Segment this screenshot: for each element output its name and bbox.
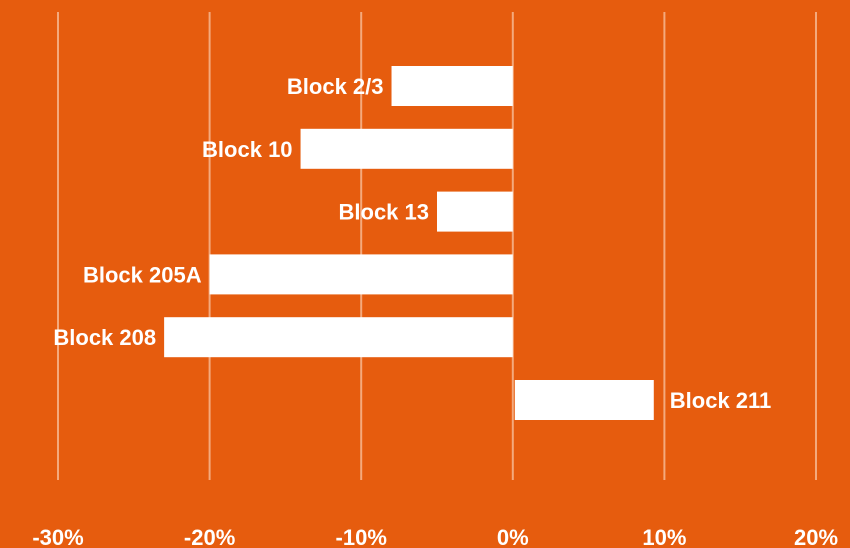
x-axis-ticks: -30% -20% -10% 0% 10% 20% xyxy=(32,525,838,548)
bar xyxy=(300,128,513,169)
bar xyxy=(391,66,513,106)
bar xyxy=(164,317,513,358)
bars xyxy=(164,66,654,420)
x-tick-label: -20% xyxy=(184,525,235,548)
bar xyxy=(209,254,513,295)
bar-label: Block 205A xyxy=(83,262,202,287)
bar-label: Block 211 xyxy=(670,388,772,413)
bar-label: Block 2/3 xyxy=(287,74,384,99)
bar-label: Block 208 xyxy=(53,325,156,350)
bar xyxy=(514,380,654,420)
x-tick-label: -10% xyxy=(336,525,387,548)
x-tick-label: -30% xyxy=(32,525,83,548)
bar-label: Block 10 xyxy=(202,137,293,162)
x-tick-label: 0% xyxy=(497,525,529,548)
bar-label: Block 13 xyxy=(339,200,430,225)
bar xyxy=(437,191,513,232)
x-tick-label: 20% xyxy=(794,525,838,548)
x-tick-label: 10% xyxy=(642,525,686,548)
bar-labels: Block 2/3 Block 10 Block 13 Block 205A Block… xyxy=(53,74,771,413)
